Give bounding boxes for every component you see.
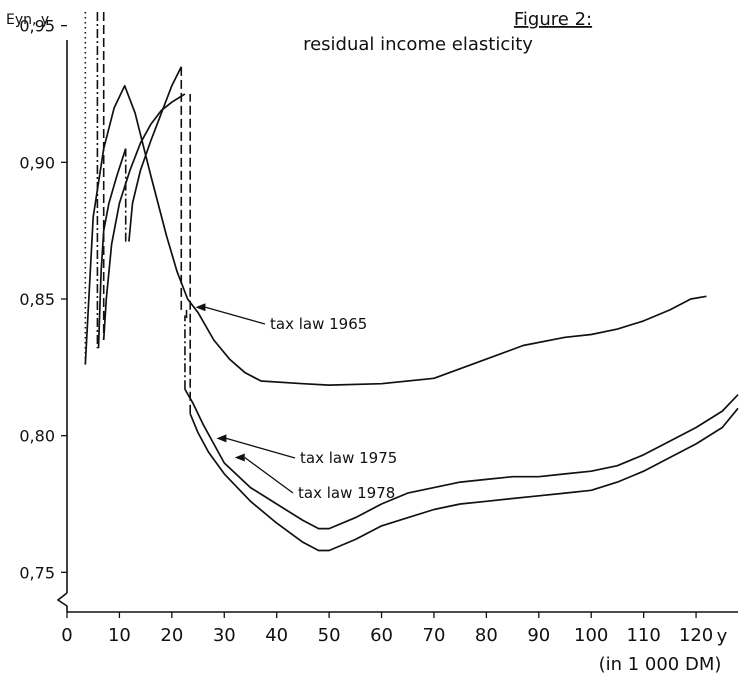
x-tick-label: 80 xyxy=(475,625,498,646)
arrow-head xyxy=(216,434,227,443)
x-tick-label: 20 xyxy=(160,625,183,646)
x-tick-label: 110 xyxy=(626,625,660,646)
series-line xyxy=(84,84,707,386)
x-tick-label: 100 xyxy=(574,625,608,646)
annotation-arrow xyxy=(205,306,266,325)
x-tick-label: 120 xyxy=(679,625,713,646)
y-axis-break xyxy=(56,592,68,612)
x-tick-label: 40 xyxy=(265,625,288,646)
y-tick-label: 0,75 xyxy=(19,563,55,582)
series-labels: tax law 1965 tax law 1975 tax law 1978 xyxy=(195,303,397,502)
x-tick-label: 30 xyxy=(213,625,236,646)
series-line xyxy=(97,148,127,349)
y-tick-label: 0,85 xyxy=(19,290,55,309)
x-tick-label: 60 xyxy=(370,625,393,646)
series-label: tax law 1975 xyxy=(300,449,397,467)
x-tick-label: 90 xyxy=(527,625,550,646)
y-tick-label: 0,90 xyxy=(19,153,55,172)
x-tick-label: 70 xyxy=(423,625,446,646)
x-axis-label: y xyxy=(717,626,728,647)
x-axis-unit: (in 1 000 DM) xyxy=(599,654,722,675)
series-layer xyxy=(84,12,739,552)
x-tick-label: 50 xyxy=(318,625,341,646)
x-tick-label: 0 xyxy=(61,625,72,646)
y-tick-label: 0,95 xyxy=(19,17,55,36)
y-tick-label: 0,80 xyxy=(19,427,55,446)
series-line xyxy=(189,407,739,552)
annotation-arrow xyxy=(244,457,294,494)
axis-ticks: 0 10 20 30 40 50 60 70 80 90 100 110 120 0,75 0,80 0,85… xyxy=(19,17,713,646)
chart-title: Figure 2: xyxy=(514,9,592,30)
axes xyxy=(56,40,738,613)
y-axis-label: Eyn, y xyxy=(6,12,49,28)
series-label: tax law 1978 xyxy=(298,484,395,502)
arrow-head xyxy=(195,303,206,312)
series-line xyxy=(128,66,183,242)
series-line xyxy=(184,388,739,530)
chart-subtitle: residual income elasticity xyxy=(303,34,533,55)
x-tick-label: 10 xyxy=(108,625,131,646)
arrow-head xyxy=(234,453,245,462)
series-line xyxy=(102,93,186,341)
annotation-arrow xyxy=(226,437,296,459)
series-label: tax law 1965 xyxy=(270,315,367,333)
